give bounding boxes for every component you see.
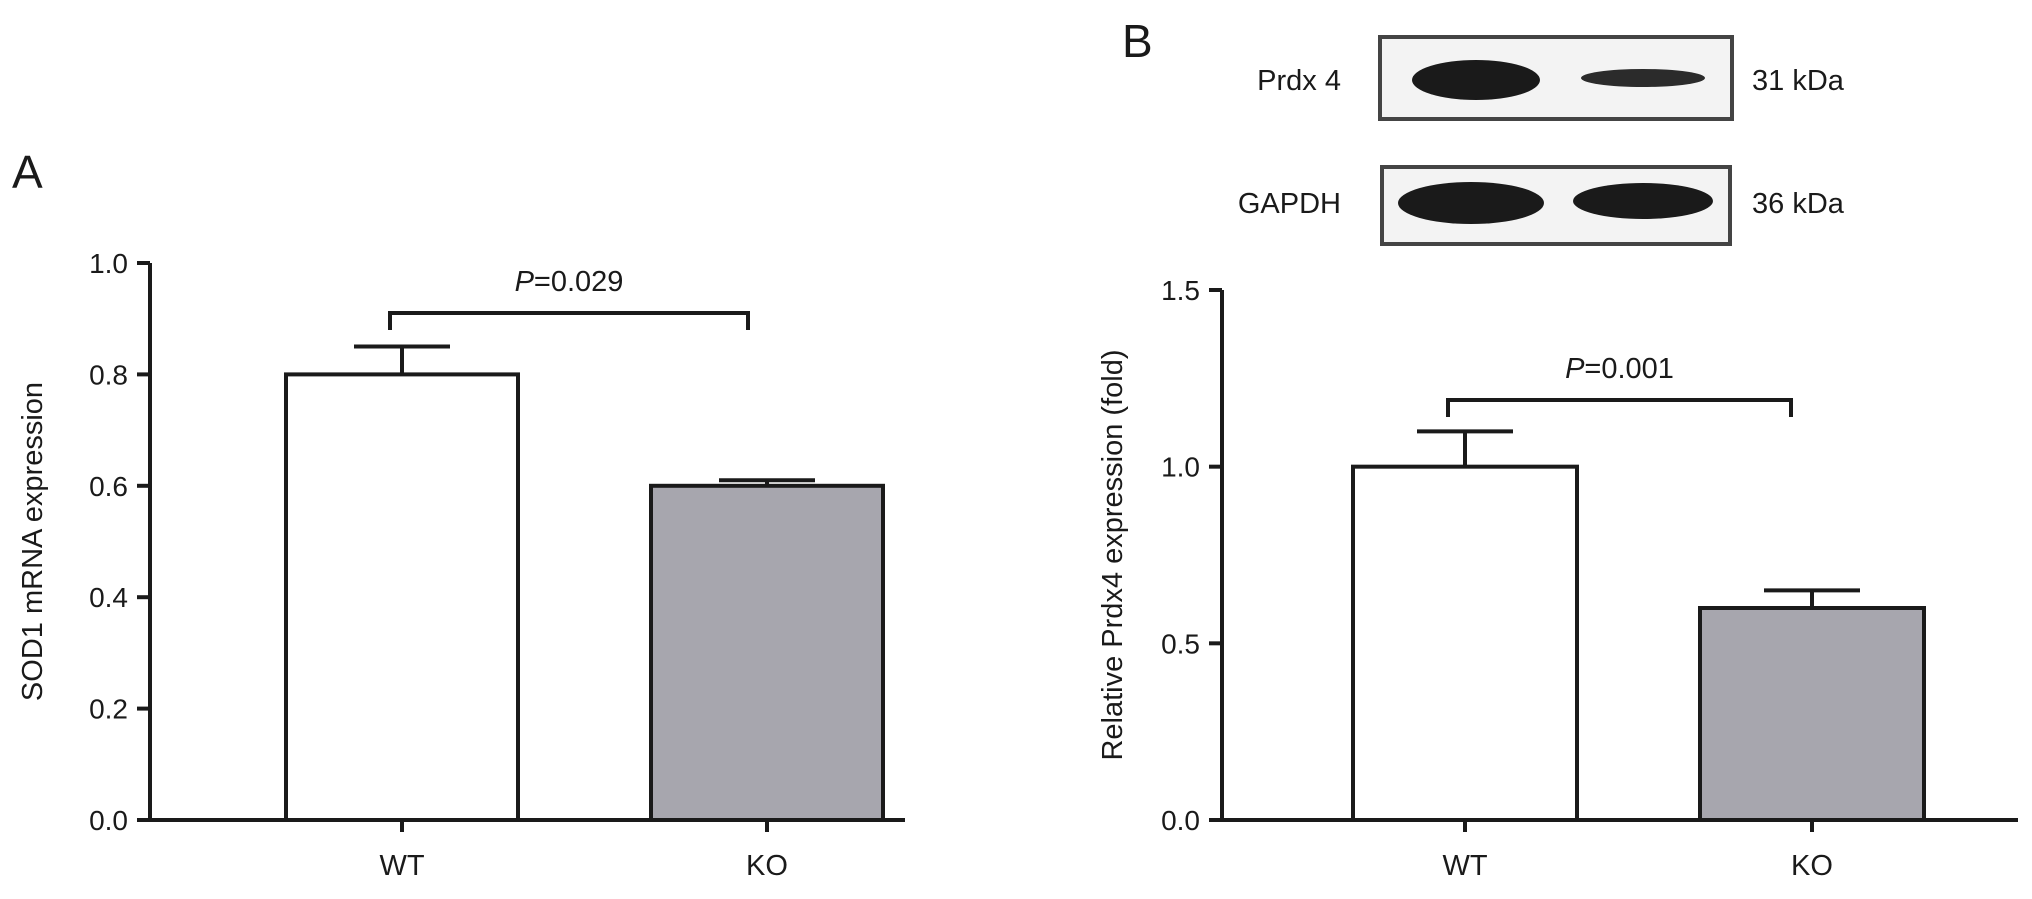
blot-size-label: 36 kDa <box>1752 188 1845 220</box>
bar-wt <box>284 372 520 822</box>
western-blot: Prdx 4 31 kDa GAPDH 36 kDa <box>1238 35 1845 246</box>
chart-a: 0.0 0.2 0.4 0.6 0.8 1.0 SOD1 mRNA expression WT… <box>17 248 905 882</box>
blot-row-prdx4: Prdx 4 31 kDa <box>1257 35 1845 121</box>
y-tick-label: 1.5 <box>1161 275 1200 306</box>
band-wt-gapdh <box>1398 182 1544 224</box>
y-tick-label: 0.5 <box>1161 628 1200 659</box>
y-tick-label: 0.0 <box>1161 805 1200 836</box>
bar-ko <box>649 483 885 822</box>
significance-bracket <box>388 311 750 330</box>
y-tick-label: 0.4 <box>89 582 128 613</box>
y-tick-label: 0.8 <box>89 359 128 390</box>
y-tick-label: 0.2 <box>89 694 128 725</box>
y-axis-title: SOD1 mRNA expression <box>17 382 49 701</box>
x-tick-label-ko: KO <box>746 850 788 882</box>
p-value-label: P=0.001 <box>1565 353 1674 385</box>
x-tick-label-wt: WT <box>379 850 424 882</box>
x-tick-label-ko: KO <box>1791 850 1833 882</box>
band-ko-gapdh <box>1573 183 1713 219</box>
blot-protein-label: GAPDH <box>1238 188 1341 220</box>
band-ko-prdx4 <box>1581 69 1705 87</box>
blot-size-label: 31 kDa <box>1752 65 1845 97</box>
p-value-label: P=0.029 <box>515 266 624 298</box>
y-tick-label: 1.0 <box>1161 452 1200 483</box>
y-tick-label: 0.6 <box>89 471 128 502</box>
y-tick-label: 0.0 <box>89 805 128 836</box>
x-tick-label-wt: WT <box>1442 850 1487 882</box>
blot-row-gapdh: GAPDH 36 kDa <box>1238 165 1845 246</box>
band-wt-prdx4 <box>1412 60 1540 100</box>
bar-ko <box>1698 606 1926 822</box>
chart-b: 0.0 0.5 1.0 1.5 Relative Prdx4 expression (f… <box>1097 275 2018 882</box>
y-tick-label: 1.0 <box>89 248 128 279</box>
bar-wt <box>1351 464 1579 822</box>
panel-letter-a: A <box>12 146 43 198</box>
blot-protein-label: Prdx 4 <box>1257 65 1341 97</box>
panel-letter-b: B <box>1122 15 1153 67</box>
significance-bracket <box>1446 398 1793 417</box>
y-axis-title: Relative Prdx4 expression (fold) <box>1097 349 1129 760</box>
